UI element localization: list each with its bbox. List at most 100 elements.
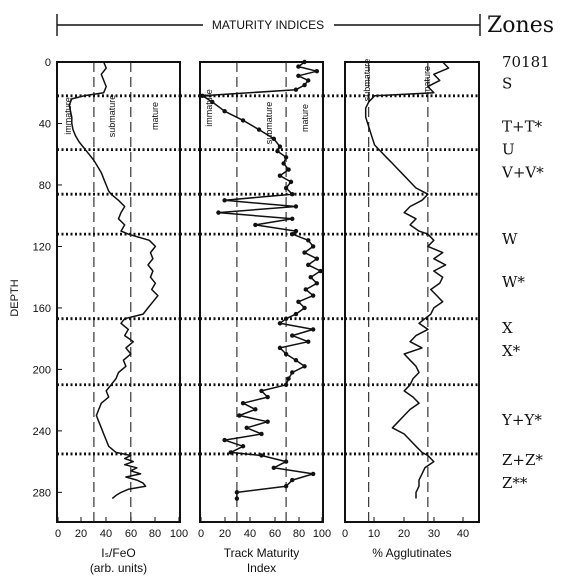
y-tick-label: 240 — [33, 426, 51, 438]
data-point — [281, 161, 286, 166]
data-point — [277, 144, 283, 149]
x-tick-label: 80 — [293, 528, 305, 540]
zone-label-column: 70181 S T+T* U V+V* W W* X X* Y+Y* Z+Z* Z** — [501, 53, 550, 492]
x-tick-label: 20 — [219, 528, 231, 540]
panel-frame — [344, 61, 480, 523]
zone-label: W* — [502, 273, 525, 291]
maturity-zone-label: immature — [204, 89, 214, 127]
maturity-zone-label: submature — [362, 59, 372, 102]
data-point — [306, 238, 311, 243]
data-point — [283, 382, 289, 387]
data-point — [283, 484, 289, 489]
x-tick-label: 60 — [269, 528, 281, 540]
data-point — [318, 268, 323, 274]
data-point — [210, 99, 215, 105]
data-point — [296, 73, 301, 79]
panel-frame — [56, 61, 181, 523]
x-tick-label: 0 — [342, 528, 348, 540]
zone-label: W — [502, 230, 518, 248]
data-point — [259, 431, 264, 437]
data-point — [293, 228, 299, 234]
data-point — [222, 437, 227, 443]
zone-label: Z** — [502, 474, 528, 492]
data-point — [314, 281, 320, 286]
data-point — [302, 305, 307, 311]
data-point — [288, 179, 294, 185]
data-point — [253, 222, 258, 228]
zone-label: Z+Z* — [502, 451, 543, 469]
panel-3: submature mature 0 10 20 30 40 % Agglutinates — [342, 59, 480, 560]
x-tick-label: 60 — [125, 528, 137, 540]
y-tick-label: 280 — [33, 487, 51, 499]
x-tick-label: 100 — [313, 528, 331, 540]
y-axis-label: DEPTH — [9, 279, 21, 316]
x-axis-label: % Agglutinates — [372, 546, 451, 560]
data-point — [222, 198, 227, 203]
data-point — [310, 293, 316, 298]
data-point — [303, 287, 308, 292]
data-point — [296, 299, 301, 304]
data-point — [283, 185, 289, 191]
data-point — [314, 69, 320, 74]
maturity-zone-label: mature — [150, 102, 160, 130]
data-point — [283, 155, 289, 160]
maturity-zone-label: immature — [63, 97, 73, 135]
maturity-zone-label: submature — [264, 102, 274, 145]
zone-label: T+T* — [502, 118, 543, 136]
data-point — [240, 444, 246, 449]
maturity-zone-label: mature — [422, 66, 432, 94]
x-tick-label: 20 — [75, 528, 87, 540]
x-tick-label: 0 — [55, 528, 61, 540]
data-point — [302, 82, 307, 88]
data-point — [283, 316, 289, 321]
data-point — [296, 64, 301, 69]
data-point — [259, 453, 264, 458]
data-point — [293, 357, 299, 363]
data-point — [302, 59, 307, 65]
data-point — [277, 345, 283, 351]
data-point — [302, 250, 307, 255]
zones-title: Zones — [487, 13, 554, 38]
panel-frame — [199, 61, 324, 523]
header: MATURITY INDICES Zones — [56, 13, 554, 38]
data-point — [314, 256, 320, 261]
x-tick-label: 40 — [100, 528, 112, 540]
y-tick-label: 0 — [45, 57, 51, 69]
zone-label: 70181 — [502, 53, 550, 71]
x-axis-label-line2: (arb. units) — [90, 561, 147, 575]
data-point — [200, 93, 205, 99]
y-tick-label: 40 — [39, 118, 51, 130]
data-point — [290, 333, 295, 338]
x-tick-label: 40 — [244, 528, 256, 540]
data-point — [271, 136, 276, 142]
data-point — [290, 370, 295, 375]
data-point — [277, 173, 283, 178]
x-tick-label: 80 — [149, 528, 161, 540]
data-point — [290, 216, 295, 221]
data-point — [222, 108, 227, 114]
data-point — [310, 471, 316, 477]
y-tick-label: 200 — [33, 364, 51, 376]
y-tick-label: 80 — [39, 180, 51, 192]
data-point — [306, 262, 311, 268]
depth-profile-line — [68, 61, 159, 500]
x-tick-label: 100 — [170, 528, 188, 540]
y-tick-label: 120 — [33, 241, 51, 253]
x-axis-label: Track Maturity — [224, 546, 300, 560]
zone-label: X* — [502, 342, 521, 360]
maturity-zone-label: submature — [107, 95, 117, 138]
zone-label: V+V* — [501, 164, 544, 182]
data-point — [277, 321, 283, 326]
data-point — [290, 477, 295, 483]
y-tick-label: 160 — [33, 303, 51, 315]
data-point — [265, 419, 270, 424]
data-point — [286, 376, 291, 381]
x-axis-label: Iₛ/FeO — [101, 546, 135, 560]
data-point — [293, 87, 299, 92]
data-point — [308, 274, 313, 280]
data-point — [240, 401, 246, 406]
zone-label: S — [502, 75, 512, 93]
data-point — [216, 210, 221, 215]
